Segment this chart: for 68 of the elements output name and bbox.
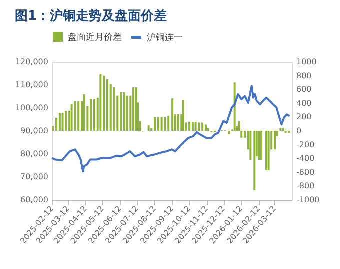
bar bbox=[120, 92, 122, 131]
bar bbox=[204, 124, 207, 131]
y-tick-label: 110,000 bbox=[15, 80, 48, 90]
bar bbox=[90, 99, 92, 131]
y2-tick-label: -200 bbox=[296, 140, 315, 150]
line-series bbox=[51, 85, 291, 172]
bar bbox=[103, 76, 106, 131]
bar bbox=[132, 88, 135, 131]
bar bbox=[198, 122, 200, 131]
bar bbox=[154, 117, 156, 131]
bar bbox=[207, 128, 210, 131]
chart-title: 图1：沪铜走势及盘面价差 bbox=[14, 8, 167, 24]
y-tick-label: 100,000 bbox=[15, 104, 48, 112]
bar bbox=[164, 117, 166, 131]
y-tick-label: 90,000 bbox=[20, 126, 48, 136]
bar bbox=[100, 74, 102, 131]
bar bbox=[177, 114, 180, 131]
bar bbox=[106, 79, 108, 131]
bar bbox=[157, 117, 160, 131]
bar bbox=[74, 101, 76, 131]
bar bbox=[280, 128, 282, 131]
bar bbox=[113, 88, 116, 131]
y2-tick-label: -400 bbox=[296, 154, 315, 164]
y2-tick-label: 200 bbox=[296, 112, 312, 122]
bar bbox=[258, 131, 260, 160]
y2-tick-label: 800 bbox=[296, 71, 312, 80]
y2-tick-label: -800 bbox=[296, 182, 315, 191]
bar bbox=[250, 131, 252, 160]
bar bbox=[192, 122, 194, 131]
bar bbox=[126, 96, 128, 131]
y2-tick-label: 400 bbox=[296, 98, 312, 108]
bar bbox=[266, 131, 268, 170]
y-tick-label: 70,000 bbox=[20, 172, 48, 182]
bar bbox=[93, 99, 96, 131]
bar bbox=[228, 131, 230, 134]
bar bbox=[260, 131, 262, 160]
bar bbox=[274, 131, 276, 150]
bar bbox=[65, 110, 68, 131]
y2-tick-label: 0 bbox=[296, 126, 302, 136]
bar bbox=[148, 125, 150, 131]
y2-tick-label: -1000 bbox=[296, 196, 320, 204]
bar bbox=[78, 101, 80, 131]
legend-label: 沪铜连一 bbox=[147, 32, 183, 44]
y2-tick-label: 1000 bbox=[296, 58, 317, 66]
bar bbox=[238, 121, 240, 131]
bar bbox=[254, 131, 256, 190]
bar bbox=[172, 98, 174, 131]
bar bbox=[168, 116, 170, 131]
y2-tick-label: 600 bbox=[296, 85, 312, 94]
bar bbox=[188, 122, 191, 131]
bar bbox=[194, 122, 197, 131]
bar bbox=[234, 82, 236, 131]
bar bbox=[70, 104, 73, 131]
bar bbox=[282, 128, 285, 131]
bar bbox=[58, 113, 61, 131]
legend-label: 盘面近月价差 bbox=[68, 32, 122, 43]
bar bbox=[240, 131, 243, 138]
y-tick-label: 120,000 bbox=[15, 58, 48, 66]
bar bbox=[268, 131, 270, 170]
y2-tick-label: -600 bbox=[296, 168, 315, 177]
y-tick-label: 60,000 bbox=[20, 196, 48, 204]
bar bbox=[123, 92, 126, 131]
bar bbox=[202, 122, 204, 131]
bar bbox=[83, 94, 86, 131]
bar bbox=[62, 113, 64, 131]
bar bbox=[182, 100, 184, 131]
bar bbox=[160, 117, 163, 131]
y-tick-label: 80,000 bbox=[20, 150, 48, 158]
